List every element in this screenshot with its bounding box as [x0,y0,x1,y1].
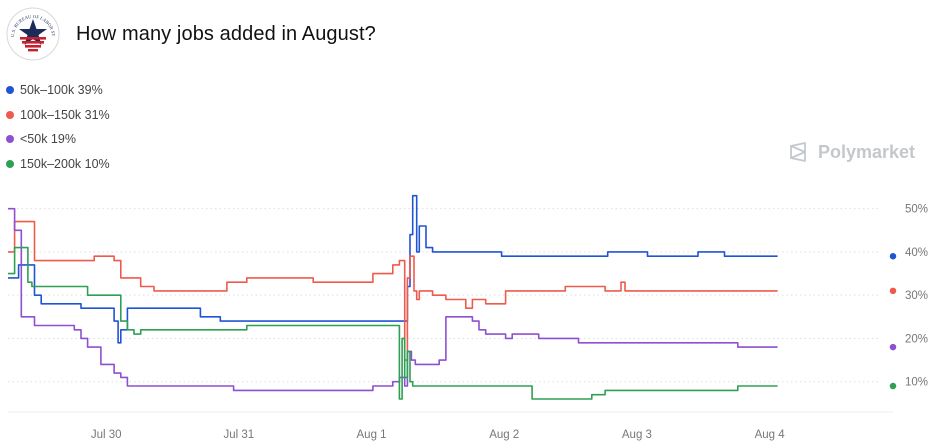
chart-header: U.S. BUREAU OF LABOR STATISTICS How many… [6,6,376,62]
legend-label: 150k–200k 10% [20,156,110,171]
legend: 50k–100k 39% 100k–150k 31% <50k 19% 150k–20… [6,78,110,176]
legend-dot-icon [6,86,14,95]
legend-dot-icon [6,159,14,168]
legend-item[interactable]: 50k–100k 39% [6,78,110,103]
polymarket-logo-icon [790,142,806,162]
series-line-3 [8,246,778,400]
x-tick-label: Jul 31 [224,429,255,441]
legend-item[interactable]: 150k–200k 10% [6,152,110,177]
x-tick-label: Aug 1 [357,429,387,441]
y-tick-label: 10% [905,377,928,389]
x-tick-label: Jul 30 [91,429,122,441]
y-tick-label: 50% [905,204,928,216]
polymarket-watermark: Polymarket [788,141,915,163]
x-tick-label: Aug 3 [622,429,652,441]
x-tick-label: Aug 4 [755,429,786,441]
series-end-marker [888,381,898,391]
legend-dot-icon [6,135,14,144]
series-end-marker [888,251,898,261]
bls-seal-logo: U.S. BUREAU OF LABOR STATISTICS [6,7,60,61]
y-tick-label: 40% [905,247,928,259]
y-tick-label: 20% [905,333,928,345]
legend-label: <50k 19% [20,132,76,147]
x-tick-label: Aug 2 [489,429,519,441]
series-end-marker [888,286,898,296]
chart-title: How many jobs added in August? [76,22,376,45]
y-tick-label: 30% [905,290,928,302]
brand-label: Polymarket [817,141,915,162]
series-end-marker [888,342,898,352]
legend-label: 100k–150k 31% [20,107,110,122]
legend-label: 50k–100k 39% [20,83,103,98]
series-line-2 [8,207,778,392]
legend-item[interactable]: 100k–150k 31% [6,103,110,128]
legend-item[interactable]: <50k 19% [6,127,110,152]
series-line-1 [8,220,778,361]
legend-dot-icon [6,110,14,119]
